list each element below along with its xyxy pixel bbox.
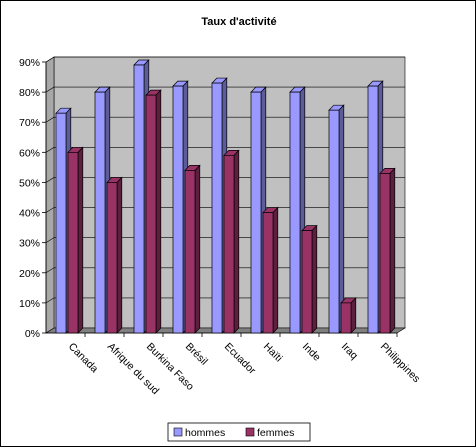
y-tick-label: 20% <box>19 268 40 280</box>
chart-title: Taux d'activité <box>201 16 276 28</box>
x-tick-label: Iraq <box>339 341 360 362</box>
gridline <box>45 147 405 153</box>
bar-front <box>211 82 223 334</box>
legend-swatch-femmes <box>245 427 255 437</box>
gridline <box>45 207 405 213</box>
bar-front <box>133 64 145 334</box>
bar-front <box>262 212 274 334</box>
y-tick-label: 10% <box>19 298 40 310</box>
bar-side <box>233 149 240 334</box>
x-tick-label: Canada <box>66 341 101 376</box>
gridline <box>45 86 405 93</box>
bar-front <box>184 170 196 334</box>
y-tick-label: 0% <box>25 328 40 340</box>
bar-side <box>272 206 279 334</box>
x-tick-label: Inde <box>300 341 323 364</box>
legend-label-hommes: hommes <box>185 427 225 439</box>
plot-side-wall <box>45 56 55 334</box>
x-tick-label: Brésil <box>183 341 210 368</box>
y-tick-label: 70% <box>19 117 40 129</box>
bar-front <box>379 173 391 334</box>
y-tick-label: 40% <box>19 208 40 220</box>
bar-femmes-3 <box>145 89 162 334</box>
bar-front <box>145 94 157 334</box>
y-tick-label: 90% <box>19 57 40 69</box>
bar-front <box>67 151 79 334</box>
y-tick-label: 30% <box>19 238 40 250</box>
bar-side <box>338 104 345 334</box>
bar-side <box>311 224 318 334</box>
bar-side <box>116 176 123 334</box>
y-tick-label: 80% <box>19 87 40 99</box>
bar-femmes-9 <box>379 167 396 334</box>
bar-front <box>301 230 313 334</box>
gridline <box>45 297 405 304</box>
legend-box <box>167 422 311 442</box>
bar-hommes-8 <box>328 104 345 334</box>
plot-area: 0%10%20%30%40%50%60%70%80%90%Canada Afriq… <box>19 56 422 397</box>
bar-side <box>194 164 201 334</box>
bar-front <box>340 302 352 334</box>
bar-front <box>328 109 340 334</box>
bar-side <box>350 297 357 334</box>
bar-femmes-7 <box>301 224 318 334</box>
gridline <box>45 56 405 63</box>
x-tick-label: Ecuador <box>222 341 258 377</box>
x-tick-label: Philippines <box>378 341 422 385</box>
gridline <box>45 237 405 243</box>
gridline <box>45 116 405 123</box>
legend-label-femmes: femmes <box>257 427 294 439</box>
y-tick-label: 50% <box>19 177 40 189</box>
bar-front <box>223 154 235 334</box>
bar-femmes-2 <box>106 176 123 334</box>
bar-front <box>94 91 106 334</box>
bar-femmes-1 <box>67 146 84 334</box>
legend-swatch-hommes <box>173 427 183 437</box>
bar-front <box>289 91 301 334</box>
bar-femmes-4 <box>184 164 201 334</box>
bar-femmes-6 <box>262 206 279 334</box>
legend: hommes femmes <box>167 422 311 442</box>
gridline <box>45 267 405 274</box>
bar-front <box>172 85 184 334</box>
bar-front <box>250 91 262 334</box>
x-tick-label: Haïti <box>261 341 285 365</box>
bar-femmes-5 <box>223 149 240 334</box>
bar-front <box>55 112 67 334</box>
bar-front <box>106 182 118 334</box>
gridline <box>45 177 405 183</box>
bar-side <box>77 146 84 334</box>
bar-femmes-8 <box>340 297 357 334</box>
bar-side <box>155 89 162 334</box>
bar-side <box>389 167 396 334</box>
bar-front <box>367 85 379 334</box>
y-tick-label: 60% <box>19 147 40 159</box>
